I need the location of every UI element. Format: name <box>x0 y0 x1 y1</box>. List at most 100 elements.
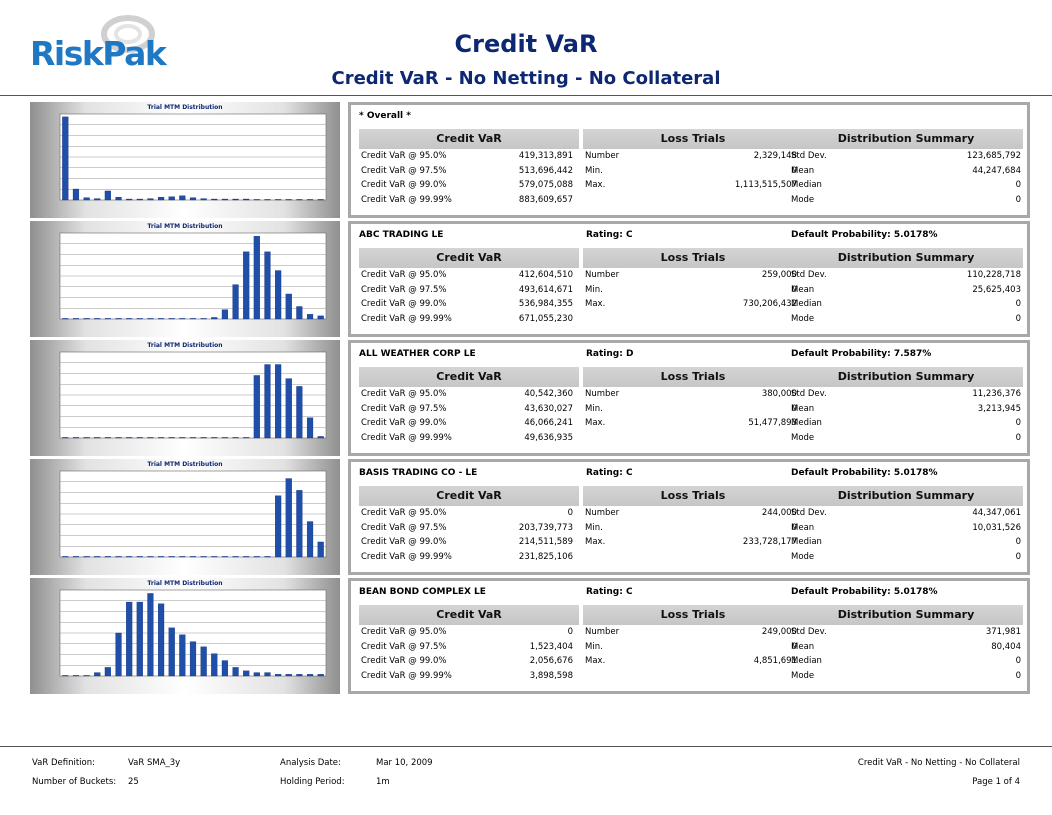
median-label: Median <box>791 299 822 309</box>
credit-var-column: Credit VaR Credit VaR @ 95.0% 40,542,360 … <box>359 367 579 445</box>
histogram-bar <box>200 646 207 677</box>
histogram-bar <box>232 284 239 320</box>
histogram-bar <box>243 670 250 677</box>
histogram-bar <box>264 364 271 439</box>
max-row: Max. 4,851,691 <box>583 654 803 669</box>
median-label: Median <box>791 418 822 428</box>
histogram-bar <box>62 437 69 439</box>
var-975-value: 513,696,442 <box>518 165 573 176</box>
histogram-bar <box>189 437 197 439</box>
median-value: 0 <box>1015 656 1021 666</box>
histogram-bar <box>72 556 80 558</box>
var-95-row: Credit VaR @ 95.0% 0 <box>359 506 579 521</box>
mtm-distribution-chart: Trial MTM Distribution <box>30 459 340 575</box>
histogram-bar <box>115 196 122 201</box>
mode-value: 0 <box>1015 551 1021 562</box>
var-99-row: Credit VaR @ 99.0% 536,984,355 <box>359 297 579 312</box>
max-label: Max. <box>585 656 606 666</box>
histogram-bar <box>221 198 228 201</box>
var-99-label: Credit VaR @ 99.0% <box>361 537 447 547</box>
entity-name: BASIS TRADING CO - LE <box>359 468 478 478</box>
min-value: 0 <box>791 403 797 414</box>
credit-var-header: Credit VaR <box>359 486 579 506</box>
max-label: Max. <box>585 299 606 309</box>
var-9999-label: Credit VaR @ 99.99% <box>361 670 452 681</box>
median-row: Median 0 <box>789 297 1023 312</box>
mode-value: 0 <box>1015 432 1021 443</box>
histogram-bar <box>104 556 111 558</box>
histogram-bar <box>306 521 314 558</box>
histogram-bar <box>189 556 197 558</box>
std-row: Std Dev. 110,228,718 <box>789 268 1023 283</box>
chart-canvas <box>59 589 327 677</box>
std-row: Std Dev. 11,236,376 <box>789 387 1023 402</box>
entity-name: BEAN BOND COMPLEX LE <box>359 587 486 597</box>
histogram-bar <box>200 556 207 558</box>
std-label: Std Dev. <box>791 389 827 399</box>
histogram-bar <box>72 675 80 677</box>
mode-label: Mode <box>791 432 815 443</box>
histogram-bar <box>232 556 239 558</box>
histogram-bar <box>94 437 101 439</box>
var-data-panel: * Overall * Credit VaR Credit VaR @ 95.0… <box>348 102 1030 218</box>
mean-row: Mean 3,213,945 <box>789 402 1023 417</box>
histogram-bar <box>306 314 314 320</box>
credit-var-header: Credit VaR <box>359 129 579 149</box>
max-row: Max. 51,477,893 <box>583 416 803 431</box>
std-label: Std Dev. <box>791 508 827 518</box>
histogram-bar <box>243 198 250 201</box>
histogram-bar <box>211 437 218 439</box>
var-975-row: Credit VaR @ 97.5% 203,739,773 <box>359 521 579 536</box>
max-label: Max. <box>585 180 606 190</box>
mode-row: Mode 0 <box>789 669 1023 684</box>
section-bean-bond: Trial MTM Distribution BEAN BOND COMPLEX… <box>0 578 1052 694</box>
distribution-summary-header: Distribution Summary <box>789 486 1023 506</box>
var-data-panel: BASIS TRADING CO - LE Rating: C Default … <box>348 459 1030 575</box>
mode-row: Mode 0 <box>789 193 1023 208</box>
histogram-bar <box>104 667 111 677</box>
page-number: Page 1 of 4 <box>972 777 1020 787</box>
entity-name: ALL WEATHER CORP LE <box>359 349 476 359</box>
max-value: 1,113,515,507 <box>734 180 797 190</box>
var-975-label: Credit VaR @ 97.5% <box>361 641 447 652</box>
number-value: 259,000 <box>761 270 797 280</box>
var-9999-label: Credit VaR @ 99.99% <box>361 551 452 562</box>
histogram-bar <box>158 556 165 558</box>
mean-row: Mean 25,625,403 <box>789 283 1023 298</box>
histogram-bar <box>275 495 282 558</box>
var-975-row: Credit VaR @ 97.5% 513,696,442 <box>359 164 579 179</box>
histogram-bar <box>200 437 207 439</box>
mean-value: 10,031,526 <box>972 522 1021 533</box>
var-9999-row: Credit VaR @ 99.99% 49,636,935 <box>359 431 579 446</box>
mode-label: Mode <box>791 194 815 205</box>
number-value: 249,000 <box>761 627 797 637</box>
loss-trials-header: Loss Trials <box>583 248 803 268</box>
histogram-bar <box>296 306 303 320</box>
var-95-value: 412,604,510 <box>518 270 573 280</box>
number-label: Number <box>585 151 620 161</box>
histogram-bar <box>158 437 165 439</box>
histogram-bar <box>83 197 90 201</box>
histogram-bar <box>83 556 90 558</box>
credit-var-header: Credit VaR <box>359 605 579 625</box>
histogram-bar <box>72 318 80 320</box>
histogram-bar <box>168 318 175 320</box>
max-value: 730,206,432 <box>742 299 797 309</box>
min-row: Min. 0 <box>583 640 803 655</box>
histogram-bar <box>317 199 324 201</box>
median-label: Median <box>791 656 822 666</box>
histogram-bar <box>264 199 271 201</box>
var-95-label: Credit VaR @ 95.0% <box>361 627 447 637</box>
number-label: Number <box>585 270 620 280</box>
std-label: Std Dev. <box>791 151 827 161</box>
var-95-value: 0 <box>567 627 573 637</box>
mean-label: Mean <box>791 403 815 414</box>
var-data-panel: ALL WEATHER CORP LE Rating: D Default Pr… <box>348 340 1030 456</box>
histogram-bar <box>296 490 303 558</box>
var-95-row: Credit VaR @ 95.0% 412,604,510 <box>359 268 579 283</box>
histogram-bar <box>72 188 80 201</box>
histogram-bar <box>126 198 133 201</box>
var-95-label: Credit VaR @ 95.0% <box>361 389 447 399</box>
var-975-value: 203,739,773 <box>518 522 573 533</box>
loss-trials-column: Loss Trials Number 244,000 Min. 0 Max. 233,… <box>583 486 803 550</box>
